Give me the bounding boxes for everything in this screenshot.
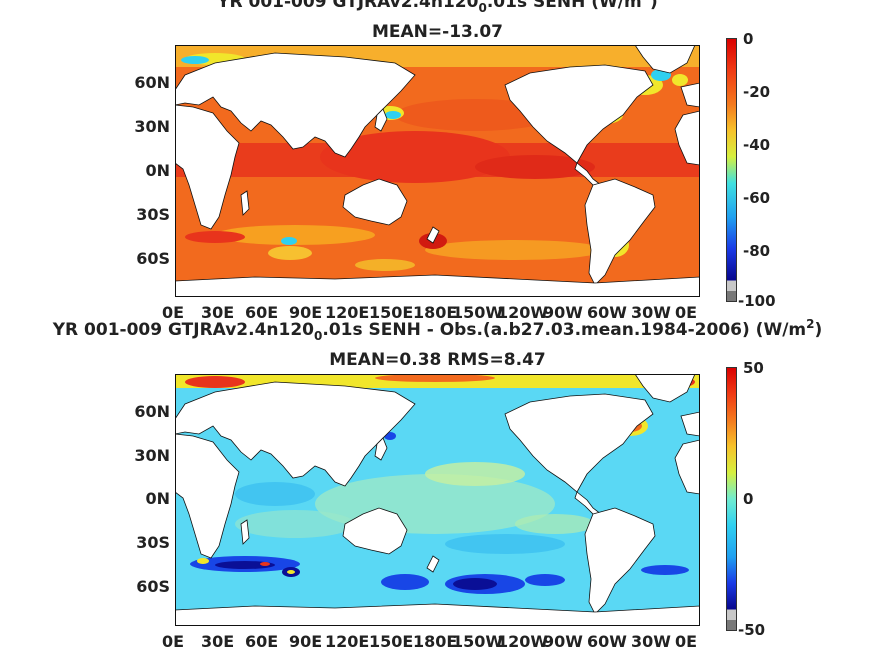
p1-lon-label: 60W [587,303,627,322]
p2-cb-label: 50 [743,359,764,377]
p1-cb-label: -60 [743,189,771,207]
p1-cb-label: -40 [743,136,771,154]
p2-lon-label: 120W [497,632,549,651]
p1-lon-label: 150W [452,303,504,322]
p1-cb-label: 0 [743,30,754,48]
p2-lat-30s: 30S [136,533,170,552]
p2-lon-label: 150E [369,632,414,651]
p1-cb-label: -100 [738,292,776,310]
p2-lon-label: 150W [452,632,504,651]
p1-lat-0n: 0N [145,161,170,180]
p1-lon-label: 0E [162,303,185,322]
p2-lat-0n: 0N [145,489,170,508]
p1-lat-30s: 30S [136,205,170,224]
p1-lon-label: 120W [497,303,549,322]
panel2-subtitle: MEAN=0.38 RMS=8.47 [329,350,546,370]
p1-lon-label: 60E [245,303,279,322]
panel2-title: YR 001-009 GTJRAv2.4n1200.01s SENH - Obs… [52,317,823,343]
p1-lon-label: 0E [675,303,698,322]
p2-lon-label: 0E [162,632,185,651]
p2-lon-label: 60E [245,632,279,651]
panel2-colorbar [726,367,737,631]
panel1-subtitle: MEAN=-13.07 [372,22,503,42]
p2-lon-label: 60W [587,632,627,651]
p2-cb-label: -50 [738,621,766,639]
p2-lon-label: 30E [201,632,235,651]
p1-lon-label: 150E [369,303,414,322]
p1-lon-label: 90E [289,303,323,322]
p2-lon-label: 120E [325,632,370,651]
p1-lat-60s: 60S [136,249,170,268]
p1-lon-label: 30W [631,303,671,322]
p2-lat-60s: 60S [136,577,170,596]
p2-lon-label: 90W [543,632,583,651]
p1-lon-label: 180E [413,303,458,322]
panel1-map [175,45,700,297]
p1-cb-label: -20 [743,83,771,101]
p2-lon-label: 90E [289,632,323,651]
p2-lon-label: 30W [631,632,671,651]
p2-lat-60n: 60N [134,402,170,421]
panel1-title: YR 001-009 GTJRAv2.4n1200.01s SENH (W/m2… [217,0,658,15]
panel2-map [175,374,700,626]
p1-lon-label: 120E [325,303,370,322]
p2-lon-label: 180E [413,632,458,651]
p1-lat-30n: 30N [134,117,170,136]
p1-lat-60n: 60N [134,73,170,92]
p2-lon-label: 0E [675,632,698,651]
p2-lat-30n: 30N [134,446,170,465]
p2-cb-label: 0 [743,490,754,508]
p1-cb-label: -80 [743,242,771,260]
p1-lon-label: 30E [201,303,235,322]
p1-lon-label: 90W [543,303,583,322]
panel1-colorbar [726,38,737,302]
